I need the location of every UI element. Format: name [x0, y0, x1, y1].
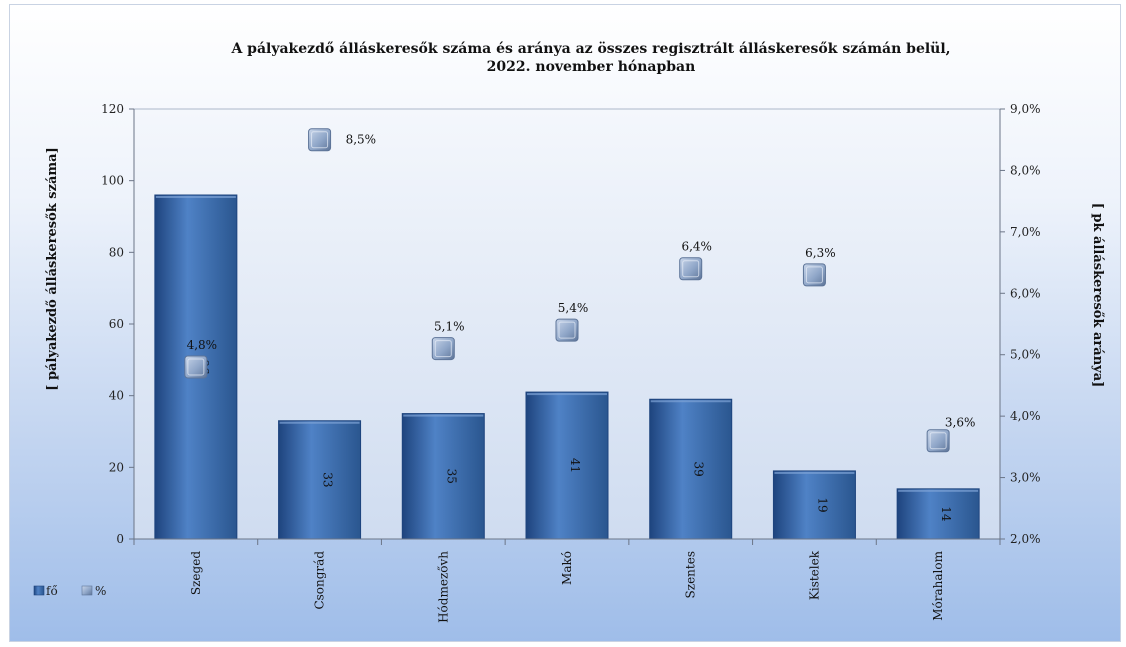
pct-marker-bevel [682, 260, 700, 278]
bar-highlight [650, 400, 731, 403]
bar-value-label: 35 [444, 469, 458, 484]
pct-value-label: 6,3% [805, 246, 836, 260]
legend: fő % [33, 584, 106, 598]
legend-label-pct: % [95, 584, 106, 598]
bar [896, 488, 980, 540]
category-label: Csongrád [313, 551, 327, 610]
left-tick-label: 80 [109, 245, 124, 259]
bar [525, 391, 609, 540]
combo-chart: A pályakezdő álláskeresők száma és arány… [33, 41, 1105, 623]
right-axis-label: [ pk álláskeresők aránya] [1090, 203, 1105, 388]
pct-marker-bevel [558, 321, 576, 339]
pct-value-label: 4,8% [187, 338, 218, 352]
left-tick-label: 40 [109, 389, 124, 403]
legend-swatch-pct [81, 585, 93, 596]
bar-value-label: 14 [939, 506, 953, 522]
bar-group: 41 [525, 391, 609, 540]
right-y-axis: 2,0% 3,0% 4,0% 5,0% 6,0% 7,0% 8,0% 9,0% [999, 102, 1041, 546]
left-tick-label: 60 [109, 317, 124, 331]
right-tick-label: 5,0% [1010, 348, 1041, 362]
bar-highlight [898, 489, 979, 492]
legend-swatch-fo [33, 585, 45, 596]
marker-group: 5,1% [431, 320, 465, 361]
pct-marker-bevel [805, 266, 823, 284]
bar-value-label: 19 [815, 497, 829, 512]
bar-value-label: 33 [321, 472, 335, 487]
left-y-axis: 0 20 40 60 80 100 120 [101, 102, 135, 546]
pct-marker-bevel [311, 131, 329, 149]
chart-frame: A pályakezdő álláskeresők száma és arány… [9, 4, 1121, 642]
category-label: Hódmezővh [436, 551, 450, 623]
bar [772, 470, 856, 540]
bar-value-label: 41 [568, 458, 582, 473]
bar [649, 398, 733, 540]
bar-highlight [403, 414, 484, 417]
category-label: Makó [560, 551, 574, 585]
right-tick-label: 2,0% [1010, 532, 1041, 546]
marker-group: 5,4% [555, 301, 589, 342]
chart-subtitle: 2022. november hónapban [487, 59, 696, 75]
right-tick-label: 7,0% [1010, 225, 1041, 239]
pct-marker [679, 257, 703, 281]
right-tick-label: 3,0% [1010, 471, 1041, 485]
pct-marker [555, 318, 579, 342]
bar-highlight [774, 471, 855, 474]
pct-marker [308, 128, 332, 152]
bar-group: 33 [278, 420, 362, 540]
right-tick-label: 8,0% [1010, 163, 1041, 177]
category-axis: Szeged Csongrád Hódmezővh Makó Szentes Kistel… [133, 538, 1001, 623]
bar-highlight [279, 421, 360, 424]
pct-value-label: 5,1% [434, 320, 465, 334]
bar-group: 39 [649, 398, 733, 540]
bar [278, 420, 362, 540]
category-label: Szentes [684, 551, 698, 598]
bar-group: 19 [772, 470, 856, 540]
bar [401, 413, 485, 540]
marker-group: 4,8% [184, 338, 218, 379]
pct-marker [431, 337, 455, 361]
bar-value-label: 39 [692, 461, 706, 476]
right-tick-label: 9,0% [1010, 102, 1041, 116]
legend-label-fo: fő [46, 584, 58, 598]
left-tick-label: 100 [101, 174, 124, 188]
marker-group: 3,6% [926, 416, 976, 453]
category-label: Szeged [189, 551, 203, 595]
category-label: Kistelek [807, 550, 821, 600]
pct-marker [802, 263, 826, 287]
bar-highlight [155, 196, 236, 198]
chart-title: A pályakezdő álláskeresők száma és arány… [230, 41, 950, 57]
marker-series-pct: 4,8% 8,5% 5,1% 5,4% 6,4% 6,3% 3,6% [184, 128, 976, 453]
right-tick-label: 4,0% [1010, 409, 1041, 423]
pct-value-label: 6,4% [681, 240, 712, 254]
left-tick-label: 120 [101, 102, 124, 116]
pct-marker-bevel [434, 340, 452, 358]
pct-value-label: 3,6% [945, 416, 976, 430]
pct-marker [926, 429, 950, 453]
marker-group: 6,3% [802, 246, 836, 287]
category-label: Mórahalom [931, 550, 945, 620]
left-axis-label: [ pályakezdő álláskeresők száma] [45, 147, 60, 390]
pct-value-label: 5,4% [558, 301, 589, 315]
bar-group: 14 [896, 488, 980, 540]
marker-group: 8,5% [308, 128, 377, 152]
bar-group: 35 [401, 413, 485, 540]
left-tick-label: 20 [109, 460, 124, 474]
pct-marker-bevel [929, 432, 947, 450]
right-tick-label: 6,0% [1010, 286, 1041, 300]
bar-highlight [527, 393, 607, 396]
marker-group: 6,4% [679, 240, 712, 281]
pct-value-label: 8,5% [346, 133, 377, 147]
left-tick-label: 0 [116, 532, 124, 546]
pct-marker [184, 355, 208, 379]
pct-marker-bevel [187, 358, 205, 376]
